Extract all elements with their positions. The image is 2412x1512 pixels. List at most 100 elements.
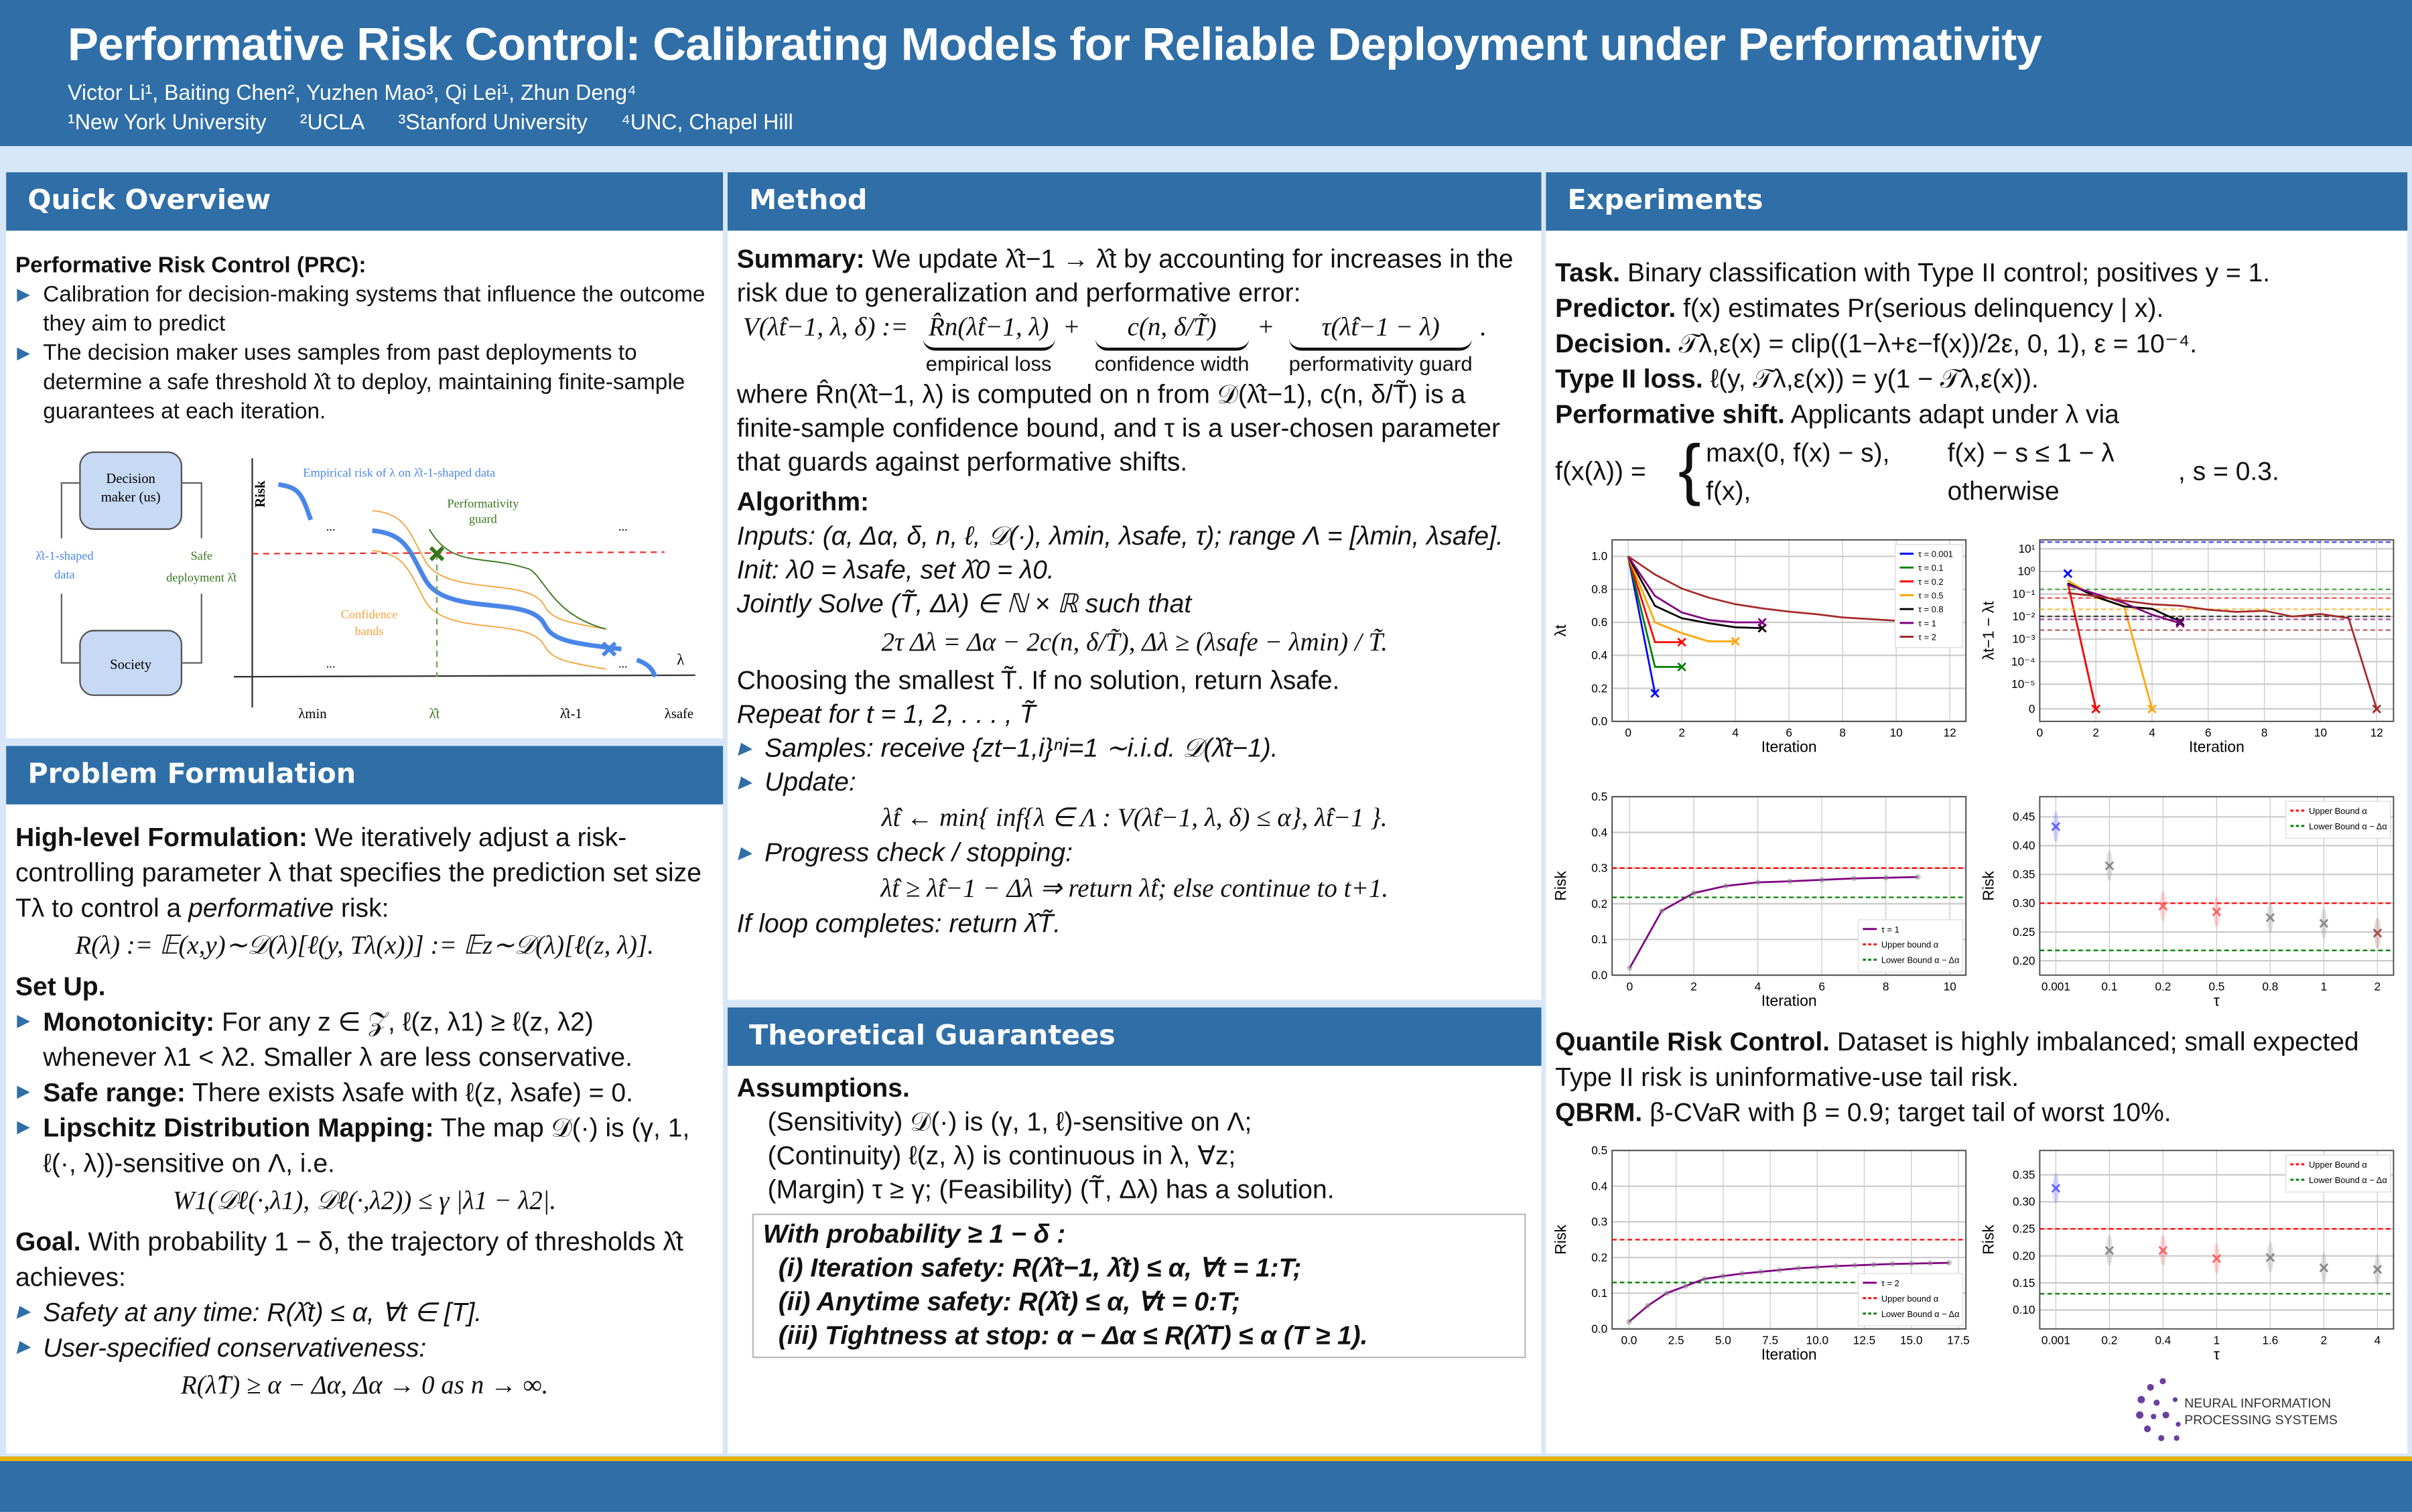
algo-step: Samples: receive {zt−1,i}ⁿi=1 ∼i.i.d. 𝒟(… (737, 732, 1532, 766)
period: . (1480, 312, 1487, 342)
lead: Decision. (1555, 329, 1672, 358)
data-point (1757, 1269, 1764, 1275)
lead: Performative shift. (1555, 399, 1785, 429)
text: There exists λsafe with ℓ(z, λsafe) = 0. (185, 1078, 633, 1108)
y-tick-label: 0.3 (1591, 1215, 1607, 1229)
setup-heading: Set Up. (15, 972, 106, 1002)
x-tick-label: 0.4 (2155, 1334, 2171, 1347)
x-tick-label: 0 (2037, 726, 2044, 740)
data-point (1645, 1302, 1651, 1309)
lambda-axis-label: λ (677, 651, 684, 668)
setup-item: Safe range: There exists λsafe with ℓ(z,… (15, 1075, 714, 1111)
data-point (1796, 1265, 1802, 1272)
series-line (1627, 556, 1656, 694)
x-tick-label: 0.0 (1621, 1334, 1637, 1347)
x-tick-label: 12 (2370, 726, 2383, 740)
series-line (1627, 556, 1682, 668)
prc-diagram: Decision maker (us) Society λ̂t-1-shaped… (36, 451, 695, 721)
data-point (1755, 879, 1761, 886)
brace: { (1678, 432, 1701, 508)
plot-frame (1611, 539, 1967, 722)
y-tick-label: 0.20 (2013, 954, 2035, 967)
author-list: Victor Li¹, Baiting Chen², Yuzhen Mao³, … (68, 80, 636, 105)
legend-label: Lower Bound α − Δα (1881, 955, 1960, 965)
expr: R̂n(λ̂t−1, λ) (922, 311, 1055, 351)
data-point (1946, 1260, 1952, 1266)
y-tick-label: 0.25 (2013, 1222, 2035, 1235)
x-tick-label: 0.5 (2208, 980, 2224, 993)
y-tick-label: 0.30 (2013, 896, 2035, 910)
guarantee-item: (iii) Tightness at stop: α − Δα ≤ R(λ̂T)… (778, 1321, 1368, 1351)
y-tick-label: 10⁻¹ (2013, 587, 2035, 600)
legend-label: τ = 0.001 (1918, 549, 1953, 559)
y-tick-label: 0.40 (2013, 839, 2035, 852)
high-level-formulation: High-level Formulation: We iteratively a… (15, 820, 714, 926)
legend-label: τ = 0.8 (1918, 604, 1944, 614)
empirical-risk-curve (636, 657, 658, 678)
lead: Safe range: (43, 1078, 186, 1108)
data-point (2265, 1253, 2275, 1262)
algo-complete: If loop completes: return λ̂T̃. (736, 908, 1061, 939)
problem-formulation-panel: Problem Formulation High-level Formulati… (6, 746, 724, 1454)
guarantee-item: (i) Iteration safety: R(λ̂t−1, λ̂t) ≤ α,… (778, 1253, 1302, 1283)
society-label: Society (110, 658, 152, 673)
label: performativity guard (1288, 352, 1473, 376)
risk-equation: R(λ) := 𝔼(x,y)∼𝒟(λ)[ℓ(y, Tλ(x))] := 𝔼z∼𝒟… (75, 931, 654, 960)
x-tick-label: 10.0 (1806, 1334, 1828, 1347)
data-point (2104, 1245, 2115, 1255)
lead: QBRM. (1555, 1098, 1643, 1127)
x-tick-label: 1 (2214, 1334, 2220, 1347)
data-point (1626, 1318, 1632, 1325)
legend-label: Upper Bound α (2309, 806, 2367, 816)
text: Applicants adapt under λ via (1784, 399, 2119, 429)
legend-label: Lower Bound α − Δα (2309, 821, 2387, 831)
x-tick-label: 0.8 (2262, 980, 2278, 993)
emphasis: performative (188, 893, 334, 923)
safe-deployment-label: deployment λ̂t (166, 571, 237, 584)
affiliation: ⁴UNC, Chapel Hill (621, 109, 793, 134)
objective-equation: V(λ̂t−1, λ, δ) := R̂n(λ̂t−1, λ) empirical… (737, 311, 1532, 379)
assumption: (Continuity) ℓ(z, λ) is continuous in λ,… (767, 1141, 1236, 1171)
affiliation: ³Stanford University (398, 109, 588, 134)
poster-footer (0, 1456, 2412, 1512)
y-tick-label: 0.4 (1591, 825, 1607, 839)
x-tick-label: 10 (2314, 726, 2327, 740)
x-tick-label: 6 (2205, 726, 2212, 740)
data-point (2319, 918, 2329, 929)
end-marker (2372, 704, 2382, 713)
end-marker (2091, 704, 2100, 713)
y-axis-label: Risk (1554, 871, 1569, 901)
series-line (1627, 555, 1736, 642)
data-point (1690, 890, 1697, 896)
risk-level-line (252, 551, 665, 555)
y-tick-label: 0.2 (1591, 897, 1607, 910)
feedback-loop-arrow (60, 482, 202, 664)
y-axis-label: Risk (1554, 1225, 1569, 1255)
guard-label: guard (469, 512, 497, 526)
y-tick-label: 0.35 (2013, 1168, 2035, 1181)
lead: Task. (1555, 258, 1621, 288)
tail: , s = 0.3. (2178, 456, 2279, 486)
algo-repeat: Repeat for t = 1, 2, . . . , T̃ (736, 699, 1036, 730)
empirical-risk-curve (278, 482, 314, 521)
risk-axis-label: Risk (253, 480, 268, 508)
y-tick-label: 10⁻⁴ (2011, 655, 2035, 668)
legend-label: τ = 0.2 (1918, 577, 1944, 587)
label: empirical loss (925, 352, 1052, 376)
lambda-safe-tick: λsafe (665, 707, 693, 721)
data-point (2372, 929, 2383, 938)
series-line (2067, 582, 2181, 623)
legend-box (2285, 801, 2391, 839)
y-tick-label: 0.0 (1591, 715, 1607, 728)
term: R̂n(λ̂t−1, λ) empirical loss (922, 311, 1055, 379)
data-point (2265, 912, 2275, 922)
update-equation: λ̂t ← min{ inf{λ ∈ Λ : V(λ̂t−1, λ, δ) ≤ … (881, 803, 1388, 833)
assumption: (Sensitivity) 𝒟(·) is (γ, 1, ℓ)-sensitiv… (767, 1107, 1252, 1137)
y-tick-label: 1.0 (1591, 549, 1607, 563)
lead: Goal. (15, 1227, 81, 1257)
prc-title: Performative Risk Control (PRC): (15, 253, 366, 279)
x-tick-label: 8 (1883, 980, 1889, 993)
x-axis-label: Iteration (1761, 1346, 1817, 1363)
lhs: f(x(λ)) = (1555, 456, 1646, 486)
series-line (1629, 876, 1918, 969)
